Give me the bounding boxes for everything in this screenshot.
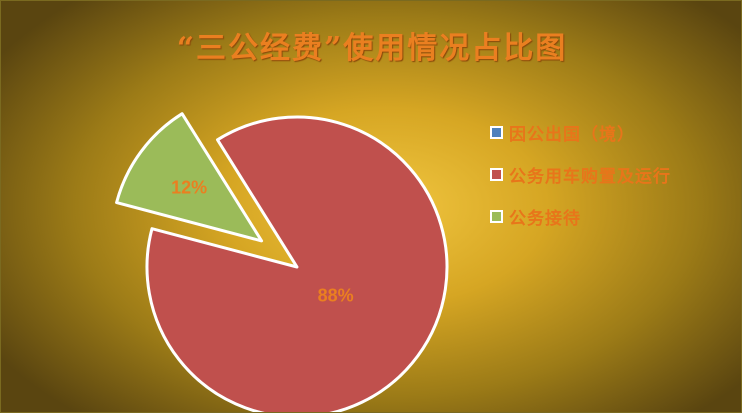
chart-title: “三公经费”使用情况占比图 (176, 31, 568, 66)
legend-label: 因公出国（境） (509, 125, 635, 145)
pie-slice (115, 112, 264, 243)
legend-swatch (490, 126, 503, 139)
legend-item: 公务接待 (490, 203, 671, 230)
data-label: 88% (318, 285, 354, 305)
legend-label: 公务用车购置及运行 (509, 167, 671, 187)
legend-item: 公务用车购置及运行 (490, 161, 671, 188)
legend-swatch (490, 168, 503, 181)
pie-slice (145, 115, 449, 412)
legend-item: 因公出国（境） (490, 119, 671, 146)
data-label: 12% (171, 177, 207, 197)
legend-label: 公务接待 (509, 209, 581, 229)
legend-swatch (490, 210, 503, 223)
legend: 因公出国（境） 公务用车购置及运行 公务接待 (490, 119, 671, 245)
